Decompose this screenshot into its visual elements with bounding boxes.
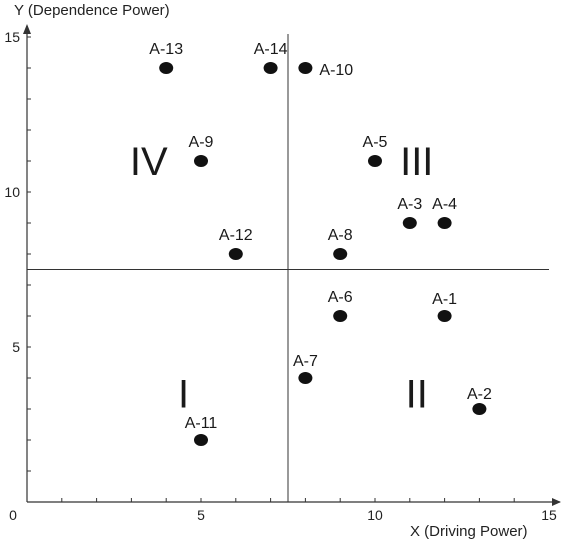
axes: 0 5 10 15 5 10 15 (4, 24, 561, 523)
quadrant-label: III (400, 140, 433, 184)
data-point (437, 310, 452, 322)
point-label: A-3 (397, 196, 422, 213)
data-point (228, 248, 243, 260)
y-axis-arrow (23, 24, 31, 34)
x-axis-title: X (Driving Power) (410, 523, 528, 540)
point-label: A-13 (149, 41, 183, 58)
x-tick-label: 5 (197, 507, 205, 523)
quadrant-dividers (27, 34, 549, 502)
y-tick-label: 5 (12, 339, 20, 355)
point-label: A-14 (254, 41, 288, 58)
data-point (298, 62, 313, 74)
point-label: A-1 (432, 291, 457, 308)
y-tick-label: 15 (4, 29, 20, 45)
point-label: A-8 (328, 227, 353, 244)
point-label: A-12 (219, 227, 253, 244)
x-tick-label: 10 (367, 507, 383, 523)
data-point (194, 434, 208, 446)
data-point (194, 155, 208, 167)
point-label: A-4 (432, 196, 457, 213)
point-label: A-10 (319, 62, 353, 79)
quadrant-label: I (178, 373, 189, 417)
point-label: A-6 (328, 289, 353, 306)
quadrant-label: IV (130, 140, 168, 184)
point-label: A-2 (467, 386, 492, 403)
y-tick-label: 10 (4, 184, 20, 200)
point-label: A-7 (293, 353, 318, 370)
x-tick-label: 15 (541, 507, 557, 523)
data-point (402, 217, 417, 229)
data-point (437, 217, 452, 229)
y-axis-title: Y (Dependence Power) (14, 2, 170, 19)
point-label: A-9 (189, 134, 214, 151)
data-point (368, 155, 382, 167)
data-point (263, 62, 278, 74)
point-label: A-5 (363, 134, 388, 151)
data-point (472, 403, 487, 415)
data-points: A-1 A-2 A-3 A-4 A-5 A-6 A-7 A-8 A-9 A-10 A-11 A-12 A… (149, 41, 492, 446)
x-tick-label: 0 (9, 507, 17, 523)
data-point (333, 248, 348, 260)
quadrant-label: II (406, 373, 428, 417)
x-axis-arrow (552, 498, 561, 506)
data-point (159, 62, 174, 74)
data-point (333, 310, 348, 322)
point-label: A-11 (185, 415, 218, 432)
data-point (298, 372, 313, 384)
